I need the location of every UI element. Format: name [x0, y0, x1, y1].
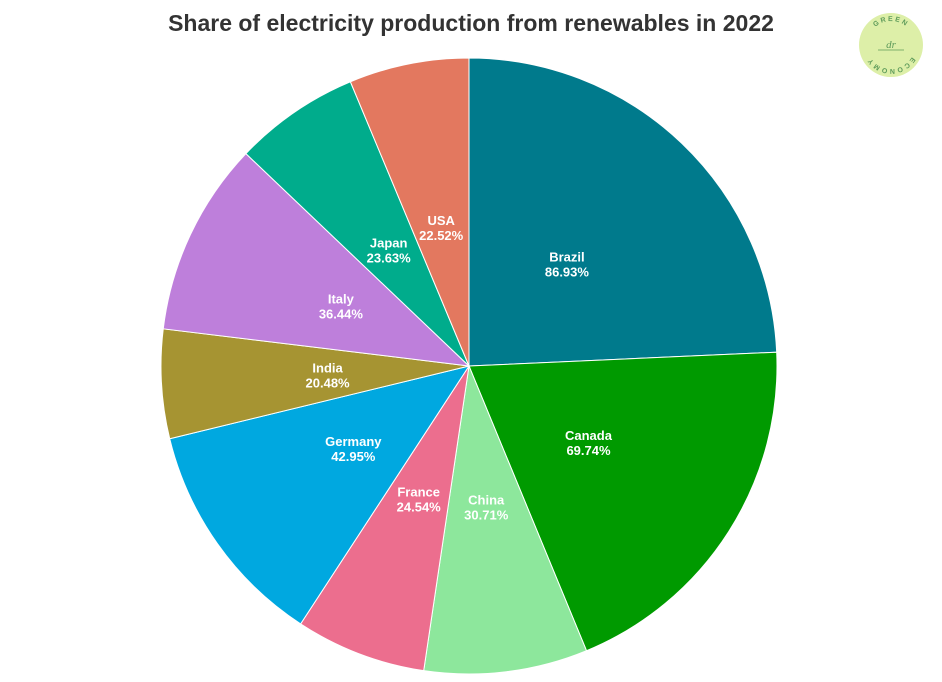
green-economy-logo: GREEN ECONOMY dr [859, 13, 923, 77]
slice-label-italy: Italy [328, 292, 355, 307]
pie-slice-germany [169, 365, 471, 625]
slice-label-usa: USA [427, 213, 455, 228]
pie-slice-italy [162, 152, 471, 367]
slice-label-india: India [312, 360, 343, 375]
pie-slice-canada [468, 351, 778, 652]
slice-value-china: 30.71% [464, 508, 509, 523]
slice-value-usa: 22.52% [419, 228, 464, 243]
slice-value-france: 24.54% [397, 499, 442, 514]
pie-slice-china [423, 364, 588, 675]
slice-label-brazil: Brazil [549, 250, 584, 265]
slice-label-japan: Japan [370, 235, 408, 250]
slice-label-canada: Canada [565, 428, 613, 443]
pie-slice-brazil [468, 57, 778, 367]
slice-value-italy: 36.44% [319, 307, 364, 322]
slice-label-france: France [397, 484, 440, 499]
pie-slices [160, 57, 778, 675]
pie-slice-france [299, 365, 470, 672]
slice-value-japan: 23.63% [367, 250, 412, 265]
chart-title: Share of electricity production from ren… [168, 10, 774, 36]
slice-value-canada: 69.74% [566, 443, 611, 458]
slice-label-china: China [468, 493, 505, 508]
slice-label-germany: Germany [325, 434, 382, 449]
pie-slice-japan [245, 81, 470, 367]
logo-monogram: dr [886, 39, 897, 51]
slice-value-germany: 42.95% [331, 449, 376, 464]
logo-circle [859, 13, 923, 77]
slice-value-india: 20.48% [306, 375, 351, 390]
pie-slice-usa [349, 57, 470, 367]
slice-value-brazil: 86.93% [545, 265, 590, 280]
